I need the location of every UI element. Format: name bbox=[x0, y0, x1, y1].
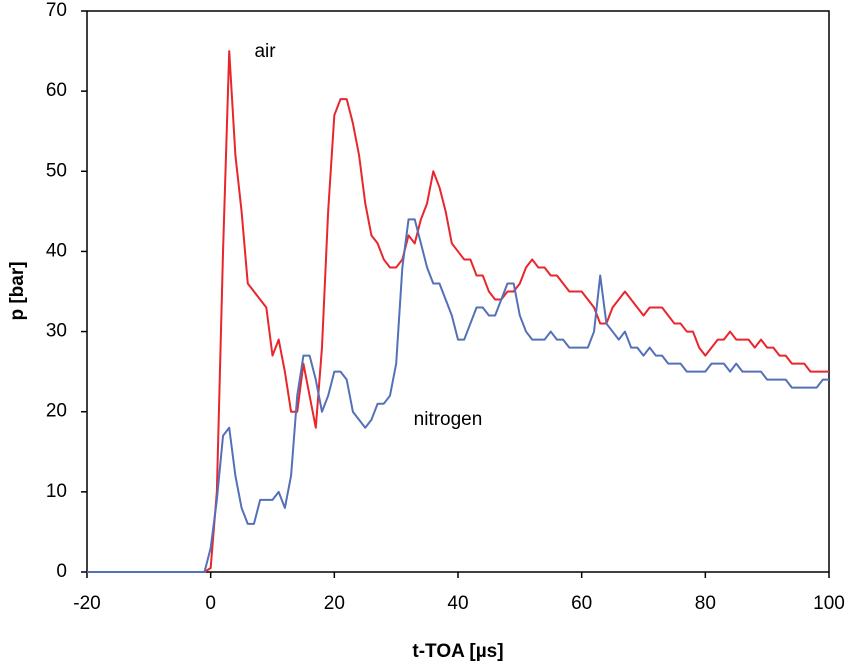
series-line bbox=[87, 218, 829, 573]
plot-frame bbox=[86, 10, 830, 573]
y-tick-label: 0 bbox=[56, 561, 67, 582]
y-axis-title: p [bar] bbox=[7, 261, 28, 320]
x-tick-label: 80 bbox=[695, 593, 716, 614]
x-axis-title: t-TOA [µs] bbox=[412, 641, 503, 662]
series-line bbox=[87, 50, 829, 573]
y-tick-label: 10 bbox=[46, 481, 67, 502]
x-tick-label: 0 bbox=[205, 593, 216, 614]
x-tick-label: -20 bbox=[73, 593, 100, 614]
y-tick-label: 70 bbox=[46, 0, 67, 21]
x-tick-label: 20 bbox=[324, 593, 345, 614]
y-tick-label: 40 bbox=[46, 240, 67, 261]
x-tick-label: 100 bbox=[813, 593, 845, 614]
annotation: nitrogen bbox=[414, 409, 483, 430]
x-tick-label: 60 bbox=[571, 593, 592, 614]
x-tick-label: 40 bbox=[447, 593, 468, 614]
annotation: air bbox=[254, 41, 276, 62]
y-tick-label: 50 bbox=[46, 160, 67, 181]
y-tick-label: 20 bbox=[46, 401, 67, 422]
y-tick-label: 30 bbox=[46, 321, 67, 342]
y-tick-label: 60 bbox=[46, 80, 67, 101]
